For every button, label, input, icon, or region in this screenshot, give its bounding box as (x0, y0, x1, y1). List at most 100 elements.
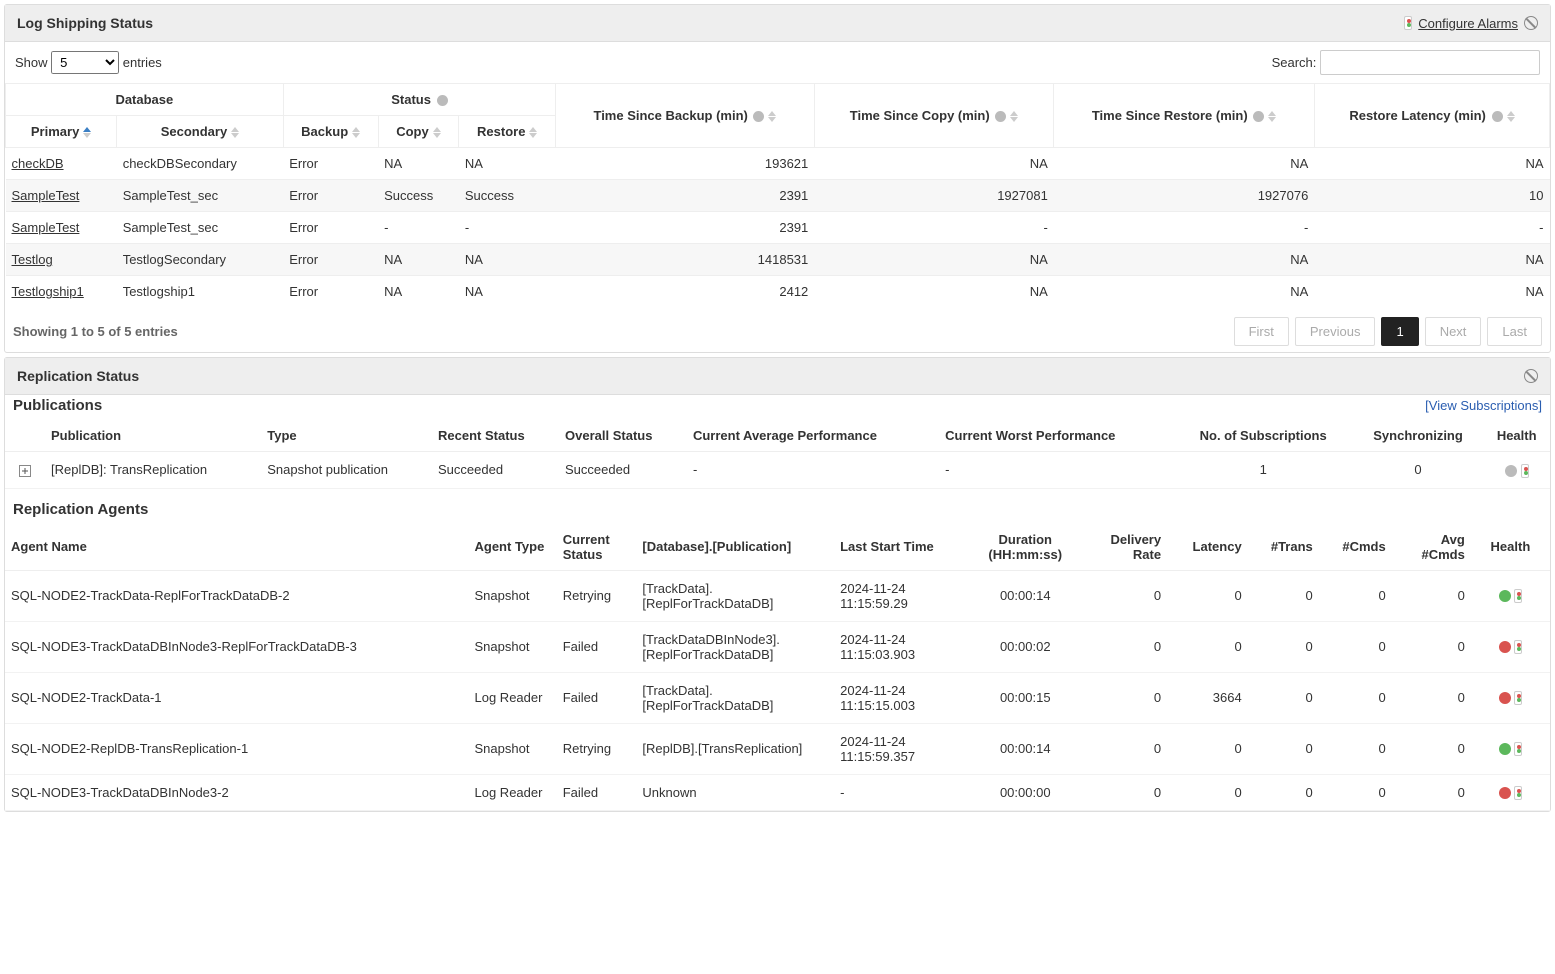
time-restore-cell: NA (1054, 148, 1315, 180)
trans-cell: 0 (1248, 621, 1319, 672)
recent-cell: Succeeded (432, 452, 559, 489)
col-health: Health (1471, 524, 1550, 571)
table-row: SQL-NODE2-TrackData-ReplForTrackDataDB-2… (5, 570, 1550, 621)
avg-cmds-cell: 0 (1392, 723, 1471, 774)
help-icon[interactable] (437, 95, 448, 106)
showing-info: Showing 1 to 5 of 5 entries (13, 324, 178, 339)
publications-table: Publication Type Recent Status Overall S… (5, 420, 1550, 489)
entries-select[interactable]: 5 (51, 51, 119, 74)
col-worst-perf: Current Worst Performance (939, 420, 1174, 452)
backup-cell: Error (283, 276, 378, 308)
help-icon[interactable] (1492, 111, 1503, 122)
health-dot-icon (1499, 692, 1511, 704)
table-controls: Show 5 entries Search: (5, 42, 1550, 79)
trans-cell: 0 (1248, 723, 1319, 774)
col-time-restore[interactable]: Time Since Restore (min) (1054, 84, 1315, 148)
col-backup[interactable]: Backup (283, 116, 378, 148)
col-latency: Latency (1167, 524, 1248, 571)
delivery-cell: 0 (1085, 672, 1168, 723)
agent-status-cell: Retrying (557, 570, 637, 621)
col-time-backup[interactable]: Time Since Backup (min) (556, 84, 815, 148)
col-last-start: Last Start Time (834, 524, 966, 571)
agent-name-cell: SQL-NODE2-TrackData-ReplForTrackDataDB-2 (5, 570, 469, 621)
expand-icon[interactable] (19, 465, 31, 477)
type-cell: Snapshot publication (261, 452, 432, 489)
page-last[interactable]: Last (1487, 317, 1542, 346)
pagination: First Previous 1 Next Last (1234, 317, 1542, 346)
traffic-light-icon[interactable] (1514, 742, 1522, 756)
trans-cell: 0 (1248, 672, 1319, 723)
traffic-light-icon[interactable] (1514, 786, 1522, 800)
col-primary[interactable]: Primary (6, 116, 117, 148)
primary-link[interactable]: checkDB (12, 156, 64, 171)
sync-cell: 0 (1353, 452, 1484, 489)
block-icon[interactable] (1524, 16, 1538, 30)
db-pub-cell: [TrackData].[ReplForTrackDataDB] (636, 570, 834, 621)
db-pub-cell: [TrackData].[ReplForTrackDataDB] (636, 672, 834, 723)
cmds-cell: 0 (1319, 723, 1392, 774)
publications-title: Publications (13, 397, 102, 414)
log-shipping-panel: Log Shipping Status Configure Alarms Sho… (4, 4, 1551, 353)
traffic-light-icon[interactable] (1514, 691, 1522, 705)
help-icon[interactable] (753, 111, 764, 122)
avg-cmds-cell: 0 (1392, 672, 1471, 723)
page-next[interactable]: Next (1425, 317, 1482, 346)
secondary-cell: Testlogship1 (117, 276, 283, 308)
overall-cell: Succeeded (559, 452, 687, 489)
trans-cell: 0 (1248, 774, 1319, 811)
col-recent-status: Recent Status (432, 420, 559, 452)
traffic-light-icon[interactable] (1521, 464, 1529, 478)
configure-alarms-link[interactable]: Configure Alarms (1418, 16, 1518, 31)
last-start-cell: 2024-11-24 11:15:59.29 (834, 570, 966, 621)
traffic-light-icon[interactable] (1514, 640, 1522, 654)
duration-cell: 00:00:14 (966, 570, 1085, 621)
page-current[interactable]: 1 (1381, 317, 1418, 346)
table-row: SQL-NODE2-TrackData-1Log ReaderFailed[Tr… (5, 672, 1550, 723)
search-input[interactable] (1320, 50, 1540, 75)
avg-cmds-cell: 0 (1392, 621, 1471, 672)
avg-cmds-cell: 0 (1392, 774, 1471, 811)
agent-status-cell: Failed (557, 774, 637, 811)
col-time-copy[interactable]: Time Since Copy (min) (814, 84, 1054, 148)
col-database: Database (6, 84, 284, 116)
publication-cell: [ReplDB]: TransReplication (45, 452, 261, 489)
col-cmds: #Cmds (1319, 524, 1392, 571)
search-label: Search: (1272, 55, 1317, 70)
primary-link[interactable]: SampleTest (12, 220, 80, 235)
time-backup-cell: 193621 (556, 148, 815, 180)
table-row: [ReplDB]: TransReplicationSnapshot publi… (5, 452, 1550, 489)
avg-cmds-cell: 0 (1392, 570, 1471, 621)
help-icon[interactable] (995, 111, 1006, 122)
latency-cell: 0 (1167, 570, 1248, 621)
health-dot-icon (1505, 465, 1517, 477)
health-dot-icon (1499, 743, 1511, 755)
primary-link[interactable]: Testlogship1 (12, 284, 84, 299)
primary-link[interactable]: Testlog (12, 252, 53, 267)
col-copy[interactable]: Copy (378, 116, 459, 148)
time-backup-cell: 2391 (556, 180, 815, 212)
col-restore[interactable]: Restore (459, 116, 556, 148)
page-first[interactable]: First (1234, 317, 1289, 346)
page-prev[interactable]: Previous (1295, 317, 1376, 346)
col-restore-latency[interactable]: Restore Latency (min) (1314, 84, 1549, 148)
col-secondary[interactable]: Secondary (117, 116, 283, 148)
block-icon[interactable] (1524, 369, 1538, 383)
secondary-cell: SampleTest_sec (117, 212, 283, 244)
health-cell (1483, 452, 1550, 489)
primary-link[interactable]: SampleTest (12, 188, 80, 203)
replication-panel: Replication Status Publications [View Su… (4, 357, 1551, 812)
table-footer: Showing 1 to 5 of 5 entries First Previo… (5, 307, 1550, 352)
db-pub-cell: Unknown (636, 774, 834, 811)
latency-cell: NA (1314, 148, 1549, 180)
agents-title: Replication Agents (5, 489, 1550, 524)
traffic-light-icon[interactable] (1514, 589, 1522, 603)
table-row: checkDBcheckDBSecondaryErrorNANA193621NA… (6, 148, 1550, 180)
col-status: Status (283, 84, 556, 116)
view-subscriptions-link[interactable]: [View Subscriptions] (1425, 398, 1542, 413)
backup-cell: Error (283, 148, 378, 180)
time-copy-cell: NA (814, 148, 1054, 180)
health-cell (1471, 621, 1550, 672)
col-avg-cmds: Avg #Cmds (1392, 524, 1471, 571)
help-icon[interactable] (1253, 111, 1264, 122)
time-copy-cell: 1927081 (814, 180, 1054, 212)
